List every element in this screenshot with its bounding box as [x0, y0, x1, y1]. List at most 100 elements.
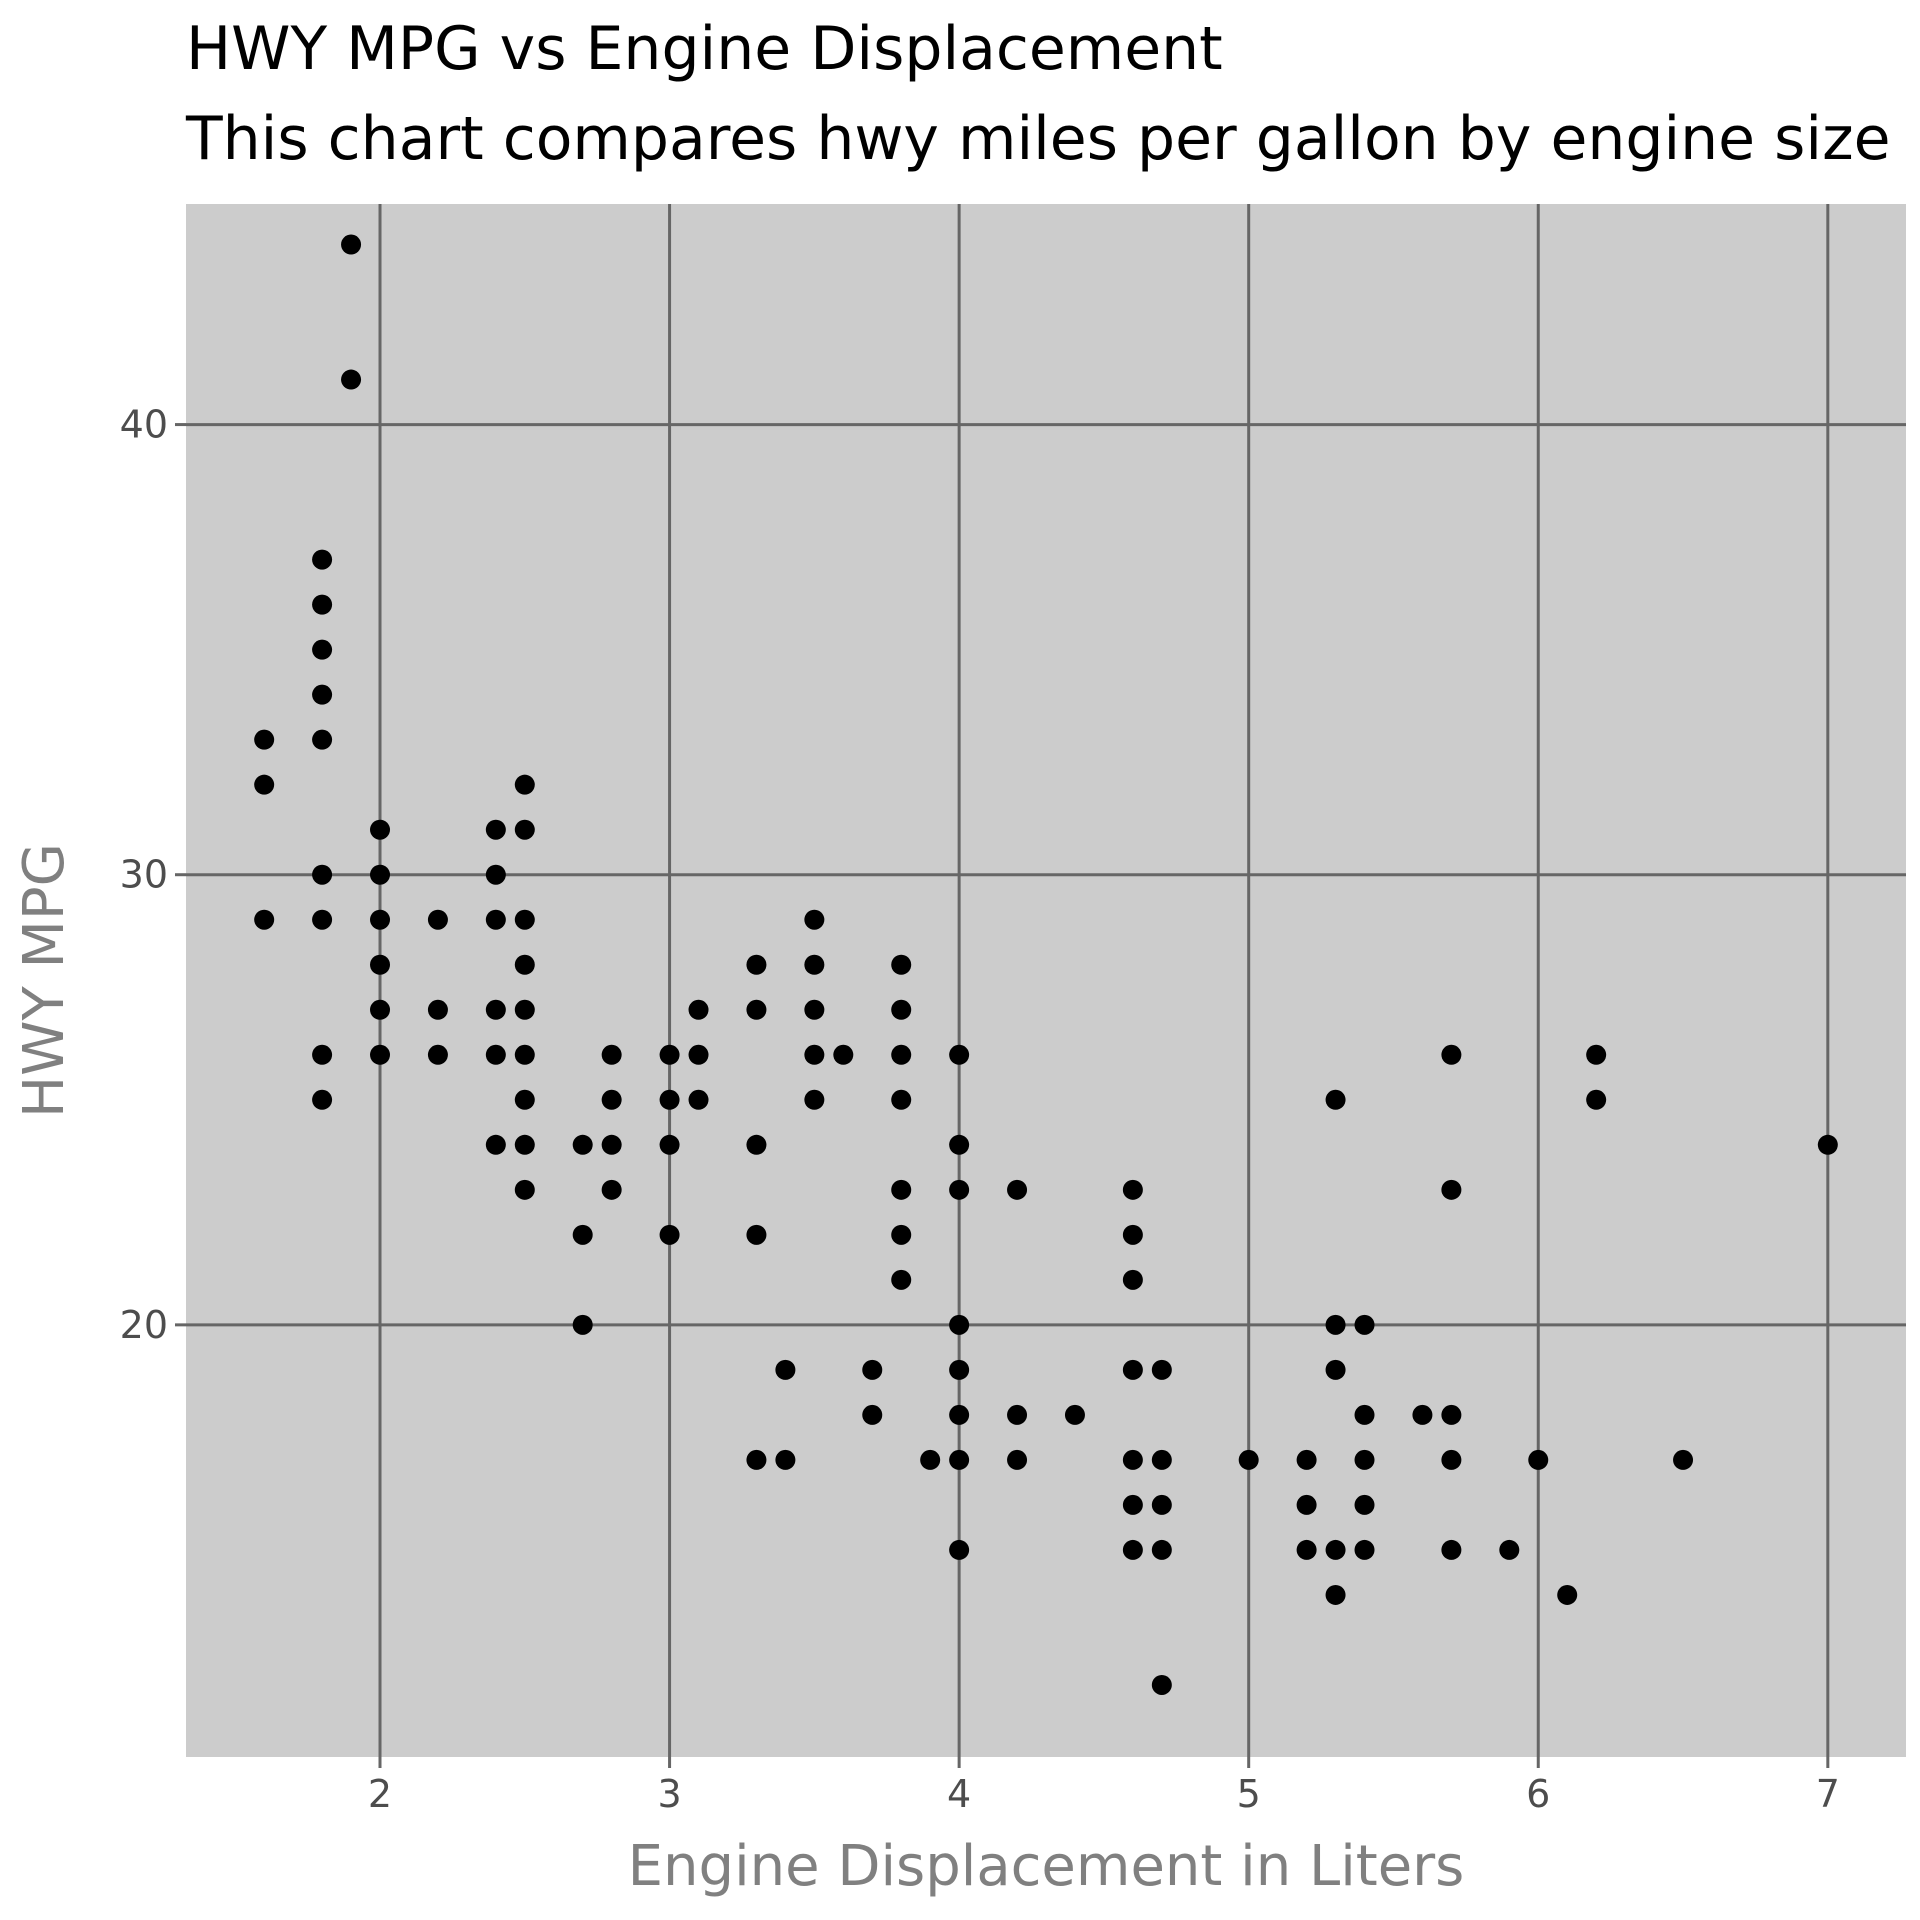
data-point [659, 1044, 680, 1065]
data-point [427, 1044, 448, 1065]
data-point [485, 909, 506, 930]
data-point [1325, 1314, 1346, 1335]
data-point [485, 819, 506, 840]
y-tick-label: 30 [120, 853, 168, 897]
data-point [1499, 1539, 1520, 1560]
data-point [804, 909, 825, 930]
data-point [659, 1224, 680, 1245]
data-point [514, 819, 535, 840]
data-point [1354, 1539, 1375, 1560]
data-point [312, 909, 333, 930]
data-point [1354, 1314, 1375, 1335]
data-point [370, 999, 391, 1020]
data-point [1586, 1089, 1607, 1110]
x-axis-title: Engine Displacement in Liters [628, 1834, 1465, 1899]
data-point [1354, 1494, 1375, 1515]
data-point [1122, 1449, 1143, 1470]
data-point [514, 999, 535, 1020]
data-point [370, 954, 391, 975]
data-point [1441, 1449, 1462, 1470]
data-point [514, 954, 535, 975]
data-points [254, 234, 1838, 1695]
data-point [370, 1044, 391, 1065]
data-point [746, 954, 767, 975]
data-point [601, 1179, 622, 1200]
data-point [1354, 1449, 1375, 1470]
data-point [601, 1134, 622, 1155]
data-point [920, 1449, 941, 1470]
data-point [1238, 1449, 1259, 1470]
data-point [1673, 1449, 1694, 1470]
x-tick-label: 5 [1237, 1772, 1261, 1816]
data-point [949, 1314, 970, 1335]
data-point [949, 1044, 970, 1065]
data-point [572, 1224, 593, 1245]
data-point [312, 729, 333, 750]
x-tick-label: 2 [368, 1772, 392, 1816]
data-point [688, 999, 709, 1020]
data-point [746, 999, 767, 1020]
data-point [891, 954, 912, 975]
data-point [891, 1224, 912, 1245]
data-point [1557, 1584, 1578, 1605]
data-point [891, 1269, 912, 1290]
data-point [312, 639, 333, 660]
data-point [312, 864, 333, 885]
data-point [833, 1044, 854, 1065]
x-tick-label: 4 [947, 1772, 971, 1816]
data-point [1151, 1539, 1172, 1560]
data-point [254, 774, 275, 795]
data-point [312, 684, 333, 705]
data-point [891, 1089, 912, 1110]
data-point [1151, 1674, 1172, 1695]
data-point [1441, 1539, 1462, 1560]
data-point [514, 774, 535, 795]
data-point [862, 1404, 883, 1425]
data-point [514, 1089, 535, 1110]
data-point [312, 549, 333, 570]
data-point [1325, 1089, 1346, 1110]
plot-panel [186, 204, 1906, 1757]
data-point [1296, 1494, 1317, 1515]
data-point [746, 1224, 767, 1245]
data-point [1528, 1449, 1549, 1470]
data-point [1354, 1404, 1375, 1425]
data-point [572, 1134, 593, 1155]
data-point [1325, 1359, 1346, 1380]
x-tick-label: 6 [1526, 1772, 1550, 1816]
chart-subtitle: This chart compares hwy miles per gallon… [186, 104, 1891, 174]
data-point [804, 1089, 825, 1110]
data-point [1064, 1404, 1085, 1425]
data-point [485, 999, 506, 1020]
data-point [485, 864, 506, 885]
data-point [804, 954, 825, 975]
data-point [1151, 1449, 1172, 1470]
data-point [1817, 1134, 1838, 1155]
data-point [572, 1314, 593, 1335]
chart-title: HWY MPG vs Engine Displacement [186, 14, 1223, 84]
data-point [1441, 1044, 1462, 1065]
data-point [1296, 1449, 1317, 1470]
data-point [1325, 1584, 1346, 1605]
data-point [659, 1089, 680, 1110]
data-point [341, 234, 362, 255]
data-point [804, 999, 825, 1020]
data-point [312, 594, 333, 615]
data-point [1151, 1494, 1172, 1515]
data-point [514, 1044, 535, 1065]
x-tick-label: 7 [1816, 1772, 1840, 1816]
data-point [1325, 1539, 1346, 1560]
data-point [949, 1134, 970, 1155]
data-point [804, 1044, 825, 1065]
data-point [1122, 1539, 1143, 1560]
data-point [949, 1179, 970, 1200]
data-point [949, 1449, 970, 1470]
data-point [862, 1359, 883, 1380]
y-axis-title: HWY MPG [12, 843, 77, 1118]
data-point [427, 999, 448, 1020]
data-point [891, 999, 912, 1020]
data-point [1441, 1179, 1462, 1200]
x-tick-label: 3 [657, 1772, 681, 1816]
y-tick-label: 20 [120, 1303, 168, 1347]
y-tick-label: 40 [120, 403, 168, 447]
